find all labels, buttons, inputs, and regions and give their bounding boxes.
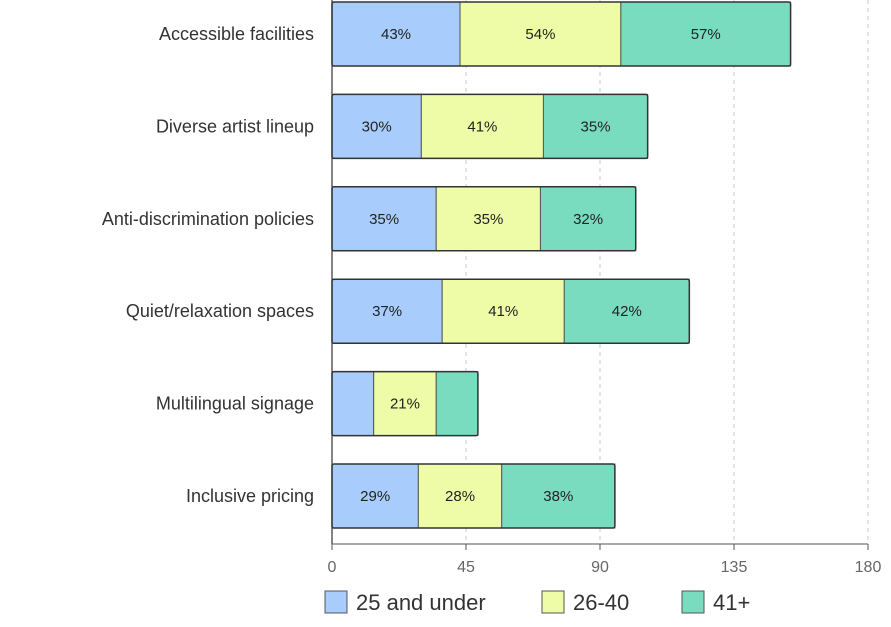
data-label: 42%: [612, 303, 642, 320]
bar-segment: [539, 186, 637, 252]
bars: 43% 54% 57% 30% 41% 35% 35% 35% 32% 37% 41% 42% 21% 2…: [331, 1, 792, 529]
bar-segment: [435, 371, 479, 437]
legend-swatch: [681, 590, 705, 614]
data-label: 29%: [360, 488, 390, 505]
category-label: Inclusive pricing: [186, 486, 314, 506]
legend-swatch: [541, 590, 565, 614]
bar-segment: [417, 463, 503, 529]
bar-segment: [331, 186, 437, 252]
legend-label: 26-40: [573, 590, 629, 615]
x-tick-label: 135: [721, 559, 748, 576]
data-label: 21%: [390, 396, 420, 413]
bar-segment: [420, 93, 544, 159]
data-label: 41%: [467, 118, 497, 135]
grid-lines: [465, 0, 869, 544]
bar-segment: [331, 278, 443, 344]
data-label: 32%: [573, 211, 603, 228]
data-label: 57%: [691, 26, 721, 43]
bar-segment: [331, 1, 461, 67]
data-label: 30%: [362, 118, 392, 135]
category-label: Anti-discrimination policies: [102, 209, 314, 229]
category-label: Accessible facilities: [159, 24, 314, 44]
bar-segment: [542, 93, 649, 159]
legend-label: 41+: [713, 590, 750, 615]
bar-segment: [435, 186, 541, 252]
x-tick-label: 0: [328, 559, 337, 576]
legend-swatch: [324, 590, 348, 614]
bar-segment: [331, 371, 375, 437]
data-label: 28%: [445, 488, 475, 505]
x-axis: 0 45 90 135 180: [328, 0, 882, 576]
category-label: Multilingual signage: [156, 394, 314, 414]
category-label: Diverse artist lineup: [156, 116, 314, 136]
category-labels: Accessible facilities Diverse artist line…: [102, 24, 314, 506]
data-label: 35%: [369, 211, 399, 228]
bar-segment: [501, 463, 616, 529]
data-label: 54%: [525, 26, 555, 43]
bar-segment: [620, 1, 792, 67]
data-label: 37%: [372, 303, 402, 320]
data-label: 43%: [381, 26, 411, 43]
x-tick-label: 45: [457, 559, 475, 576]
category-label: Quiet/relaxation spaces: [126, 301, 314, 321]
bar-segment: [563, 278, 690, 344]
bar-segment: [331, 463, 419, 529]
x-tick-label: 180: [855, 559, 882, 576]
data-label: 35%: [473, 211, 503, 228]
x-tick-label: 90: [591, 559, 609, 576]
bar-segment: [441, 278, 565, 344]
data-label: 41%: [488, 303, 518, 320]
data-label: 35%: [581, 118, 611, 135]
legend-label: 25 and under: [356, 590, 486, 615]
legend: 25 and under 26-40 41+: [324, 590, 750, 615]
data-label: 38%: [543, 488, 573, 505]
